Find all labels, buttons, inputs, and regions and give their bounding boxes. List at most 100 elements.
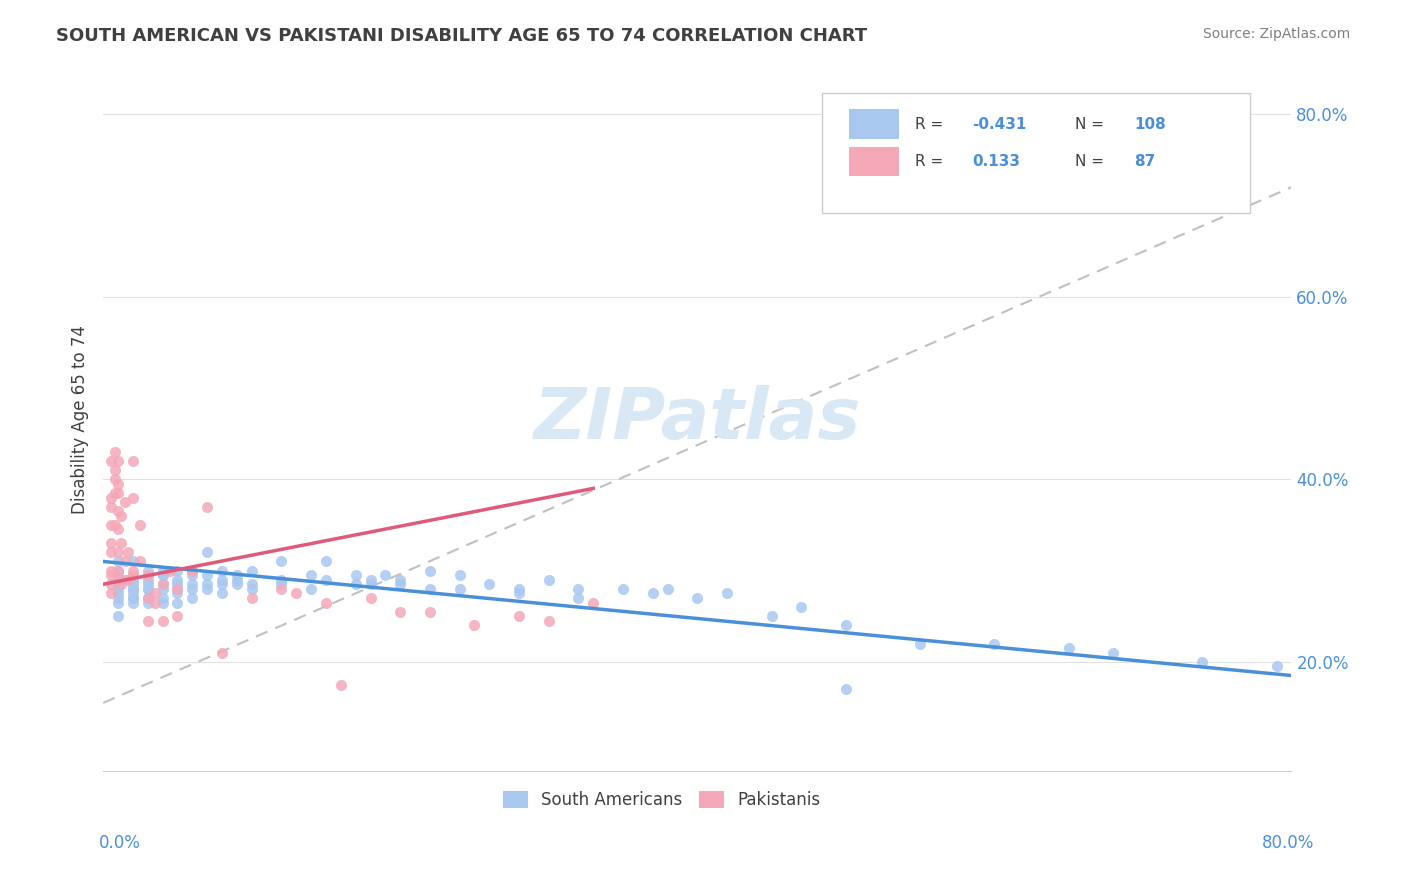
Point [270, 554, 292, 568]
Point [107, 504, 129, 518]
Point [107, 595, 129, 609]
Point [612, 582, 634, 596]
Point [152, 568, 174, 582]
Text: Source: ZipAtlas.com: Source: ZipAtlas.com [1202, 27, 1350, 41]
Point [166, 595, 188, 609]
Text: ZIPatlas: ZIPatlas [534, 385, 860, 454]
Point [114, 573, 136, 587]
Point [107, 486, 129, 500]
Point [166, 582, 188, 596]
Point [107, 582, 129, 596]
Point [107, 523, 129, 537]
Point [761, 609, 783, 624]
Point [104, 486, 127, 500]
Point [835, 618, 858, 632]
Text: -0.431: -0.431 [972, 117, 1026, 131]
Point [121, 595, 143, 609]
Point [195, 500, 218, 514]
Point [107, 454, 129, 468]
Point [136, 577, 159, 591]
Point [121, 568, 143, 582]
Point [159, 564, 181, 578]
Point [329, 678, 352, 692]
Point [835, 682, 858, 697]
Point [181, 564, 204, 578]
Point [121, 573, 143, 587]
Point [240, 591, 263, 605]
FancyBboxPatch shape [823, 93, 1250, 212]
Point [107, 545, 129, 559]
Point [166, 573, 188, 587]
Point [181, 577, 204, 591]
Point [166, 609, 188, 624]
Point [1191, 655, 1213, 669]
Point [641, 586, 664, 600]
Point [121, 564, 143, 578]
Point [299, 568, 322, 582]
Point [657, 582, 679, 596]
Point [419, 582, 441, 596]
Point [225, 577, 247, 591]
Point [136, 564, 159, 578]
Point [983, 637, 1005, 651]
Point [360, 573, 382, 587]
Point [136, 591, 159, 605]
Point [121, 582, 143, 596]
Point [104, 463, 127, 477]
Point [389, 577, 412, 591]
Point [1102, 646, 1125, 660]
Point [129, 517, 152, 532]
Text: N =: N = [1076, 153, 1109, 169]
Point [166, 564, 188, 578]
Text: 80.0%: 80.0% [1263, 834, 1315, 852]
Point [107, 586, 129, 600]
Point [166, 582, 188, 596]
Point [129, 554, 152, 568]
Point [908, 637, 931, 651]
Point [240, 577, 263, 591]
Y-axis label: Disability Age 65 to 74: Disability Age 65 to 74 [72, 326, 89, 515]
Point [389, 605, 412, 619]
Point [537, 573, 560, 587]
Point [110, 508, 132, 523]
Point [285, 586, 308, 600]
Point [114, 495, 136, 509]
Point [240, 564, 263, 578]
Point [567, 582, 589, 596]
Point [136, 595, 159, 609]
Point [463, 618, 485, 632]
Point [117, 573, 139, 587]
Point [508, 586, 530, 600]
Point [114, 554, 136, 568]
Point [136, 582, 159, 596]
Text: 0.133: 0.133 [972, 153, 1019, 169]
Point [110, 536, 132, 550]
Point [181, 591, 204, 605]
Point [107, 476, 129, 491]
Point [582, 595, 605, 609]
Point [107, 554, 129, 568]
Point [360, 591, 382, 605]
Point [478, 577, 501, 591]
Point [100, 586, 122, 600]
Point [195, 582, 218, 596]
Point [211, 564, 233, 578]
Point [107, 573, 129, 587]
Point [299, 582, 322, 596]
Point [211, 573, 233, 587]
Legend: South Americans, Pakistanis: South Americans, Pakistanis [496, 784, 827, 816]
Point [107, 577, 129, 591]
Point [537, 614, 560, 628]
Point [100, 491, 122, 505]
Point [107, 573, 129, 587]
Point [121, 554, 143, 568]
Point [100, 517, 122, 532]
Text: R =: R = [915, 117, 948, 131]
Point [211, 646, 233, 660]
Point [790, 600, 813, 615]
Point [152, 582, 174, 596]
Point [419, 564, 441, 578]
Point [152, 564, 174, 578]
Point [389, 573, 412, 587]
Point [152, 568, 174, 582]
